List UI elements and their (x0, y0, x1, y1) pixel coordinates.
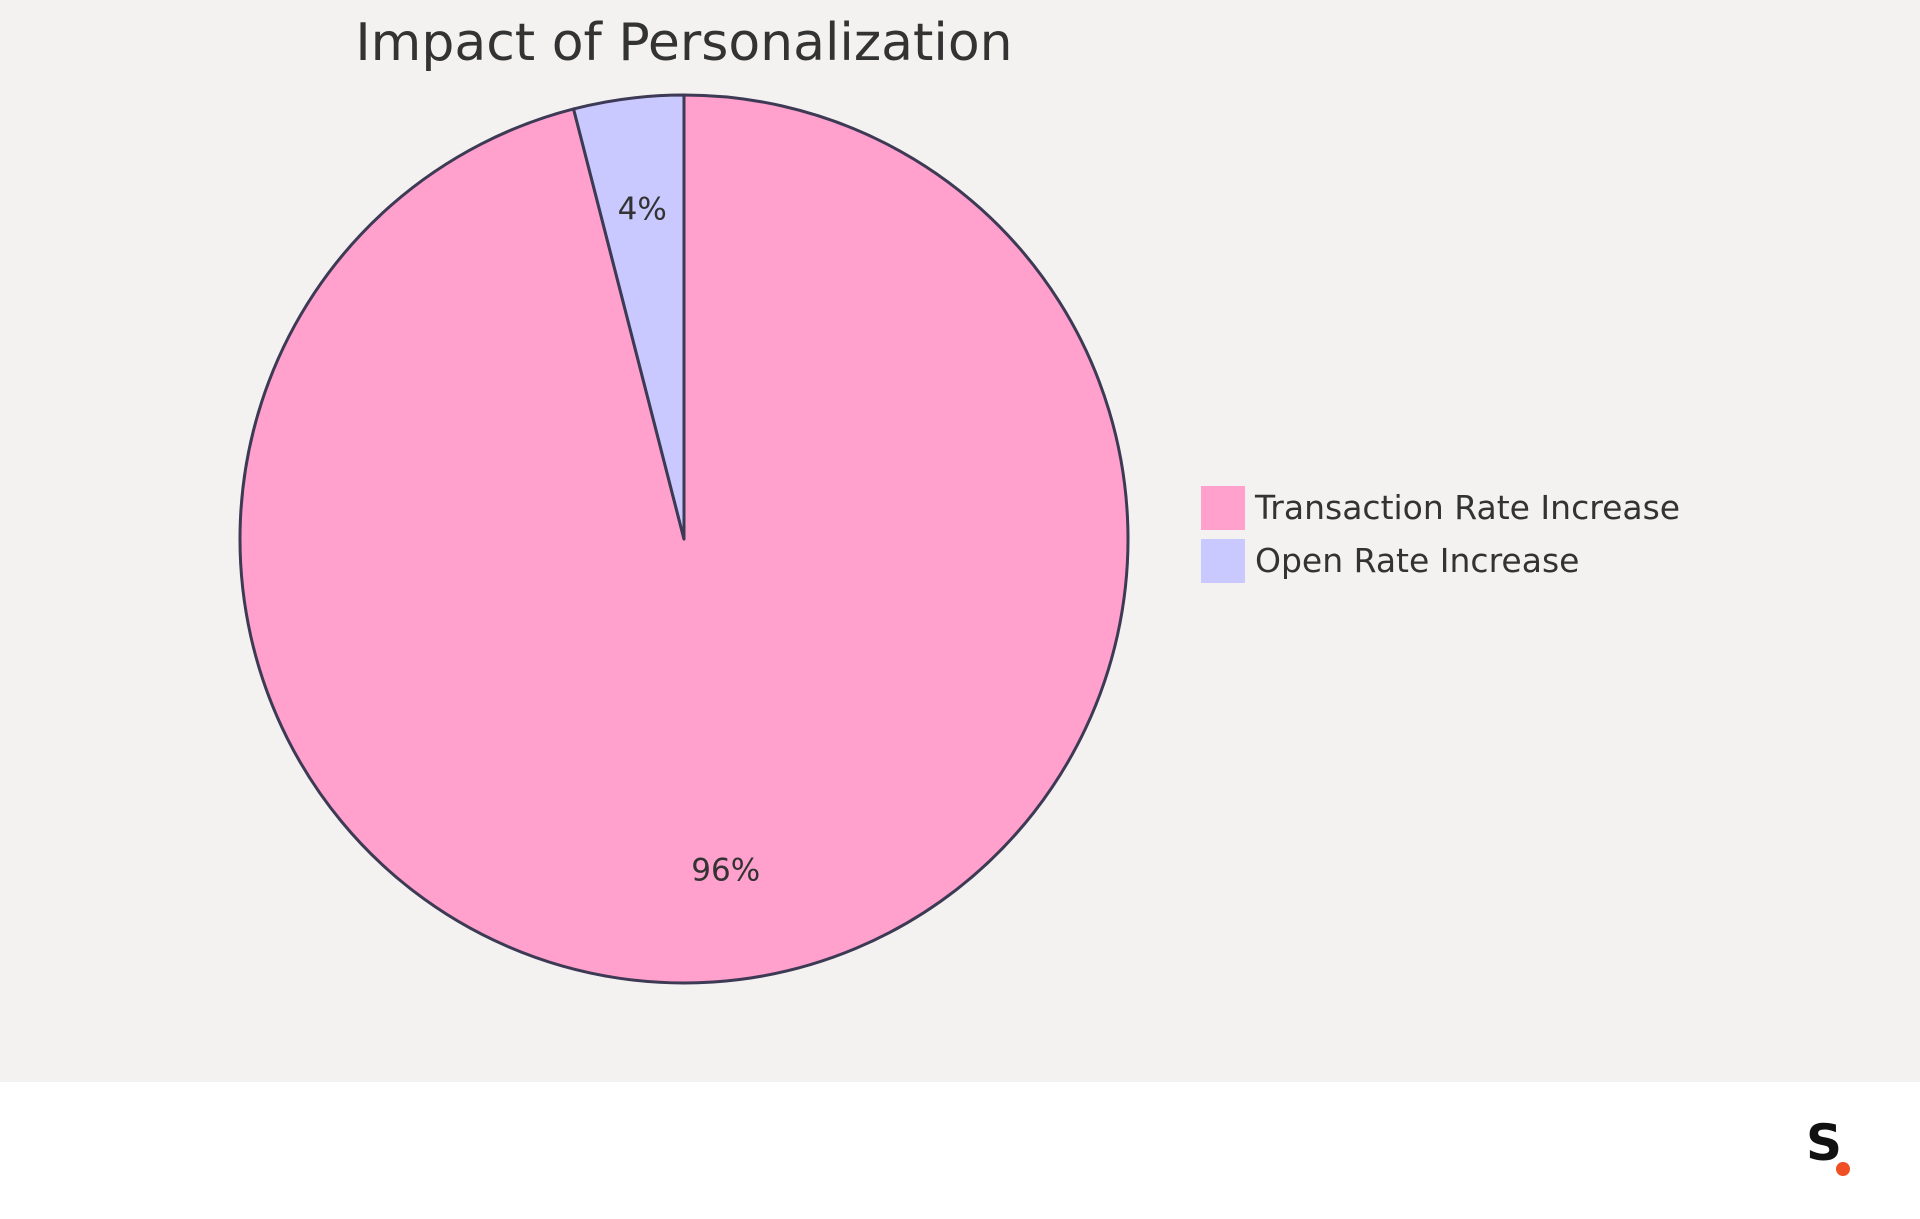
pie-slices (238, 93, 1130, 985)
legend-swatch-transaction-rate-increase (1201, 486, 1245, 530)
legend-label-open-rate-increase: Open Rate Increase (1255, 541, 1579, 580)
logo-letter: S (1806, 1114, 1842, 1172)
pie-chart: Impact of Personalization 96% 4% Transact… (238, 13, 1680, 985)
footer: S (0, 1082, 1920, 1215)
pie-slice-labels: 96% 4% (618, 192, 761, 889)
chart-title: Impact of Personalization (355, 13, 1012, 73)
logo-dot (1836, 1162, 1850, 1176)
brand-logo: S (1806, 1114, 1850, 1176)
chart-panel: Impact of Personalization 96% 4% Transact… (0, 0, 1920, 1082)
pie-slice-open-rate-increase (572, 93, 686, 541)
legend: Transaction Rate Increase Open Rate Incre… (1201, 486, 1680, 583)
slice-label-open-rate-increase: 4% (618, 192, 667, 228)
slice-label-transaction-rate-increase: 96% (691, 852, 760, 888)
legend-swatch-open-rate-increase (1201, 539, 1245, 583)
legend-label-transaction-rate-increase: Transaction Rate Increase (1254, 488, 1680, 527)
